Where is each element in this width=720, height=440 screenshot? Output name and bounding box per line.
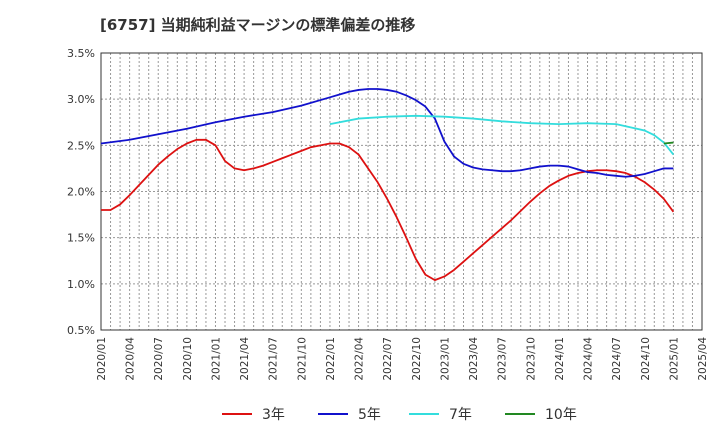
- x-tick-label: 2023/01: [439, 337, 451, 381]
- chart-title: [6757] 当期純利益マージンの標準偏差の推移: [100, 16, 416, 34]
- x-tick-label: 2020/07: [153, 337, 165, 381]
- y-tick-label: 1.0%: [67, 278, 95, 291]
- x-tick-label: 2020/01: [96, 337, 108, 381]
- legend-label-3年: 3年: [262, 407, 285, 423]
- x-tick-label: 2022/01: [325, 337, 337, 381]
- y-tick-label: 2.0%: [67, 186, 95, 199]
- x-tick-label: 2020/04: [125, 337, 137, 381]
- legend: 3年 5年 7年 10年: [222, 407, 577, 423]
- y-tick-label: 1.5%: [67, 232, 95, 245]
- x-tick-label: 2025/01: [668, 337, 680, 381]
- y-axis-ticks: 0.5% 1.0% 1.5% 2.0% 2.5% 3.0% 3.5%: [67, 47, 95, 337]
- x-tick-label: 2020/10: [182, 337, 194, 381]
- x-tick-label: 2021/04: [239, 337, 251, 381]
- y-tick-label: 0.5%: [67, 324, 95, 337]
- x-tick-label: 2024/01: [554, 337, 566, 381]
- series-line-7年: [329, 114, 675, 156]
- x-tick-label: 2022/04: [354, 337, 366, 381]
- series-line-5年: [100, 88, 674, 178]
- y-tick-label: 3.5%: [67, 47, 95, 60]
- x-tick-label: 2024/07: [611, 337, 623, 381]
- x-tick-label: 2021/07: [268, 337, 280, 381]
- x-tick-label: 2021/01: [210, 337, 222, 381]
- x-tick-label: 2021/10: [296, 337, 308, 381]
- y-tick-label: 2.5%: [67, 139, 95, 152]
- x-tick-label: 2022/10: [411, 337, 423, 381]
- x-tick-label: 2024/04: [583, 337, 595, 381]
- legend-label-7年: 7年: [449, 407, 472, 423]
- x-tick-label: 2023/10: [525, 337, 537, 381]
- x-tick-label: 2023/04: [468, 337, 480, 381]
- x-tick-label: 2023/07: [497, 337, 509, 381]
- y-tick-label: 3.0%: [67, 93, 95, 106]
- x-tick-label: 2025/04: [697, 337, 709, 381]
- series-line-3年: [101, 138, 675, 282]
- series-lines: [100, 88, 675, 282]
- plot-frame: [100, 52, 703, 331]
- x-tick-label: 2022/07: [382, 337, 394, 381]
- x-axis-ticks: 2020/01 2020/04 2020/07 2020/10 2021/01 2021/…: [96, 337, 709, 381]
- x-tick-label: 2024/10: [640, 337, 652, 381]
- legend-label-10年: 10年: [545, 407, 577, 423]
- legend-label-5年: 5年: [358, 407, 381, 423]
- series-line-10年: [663, 141, 674, 145]
